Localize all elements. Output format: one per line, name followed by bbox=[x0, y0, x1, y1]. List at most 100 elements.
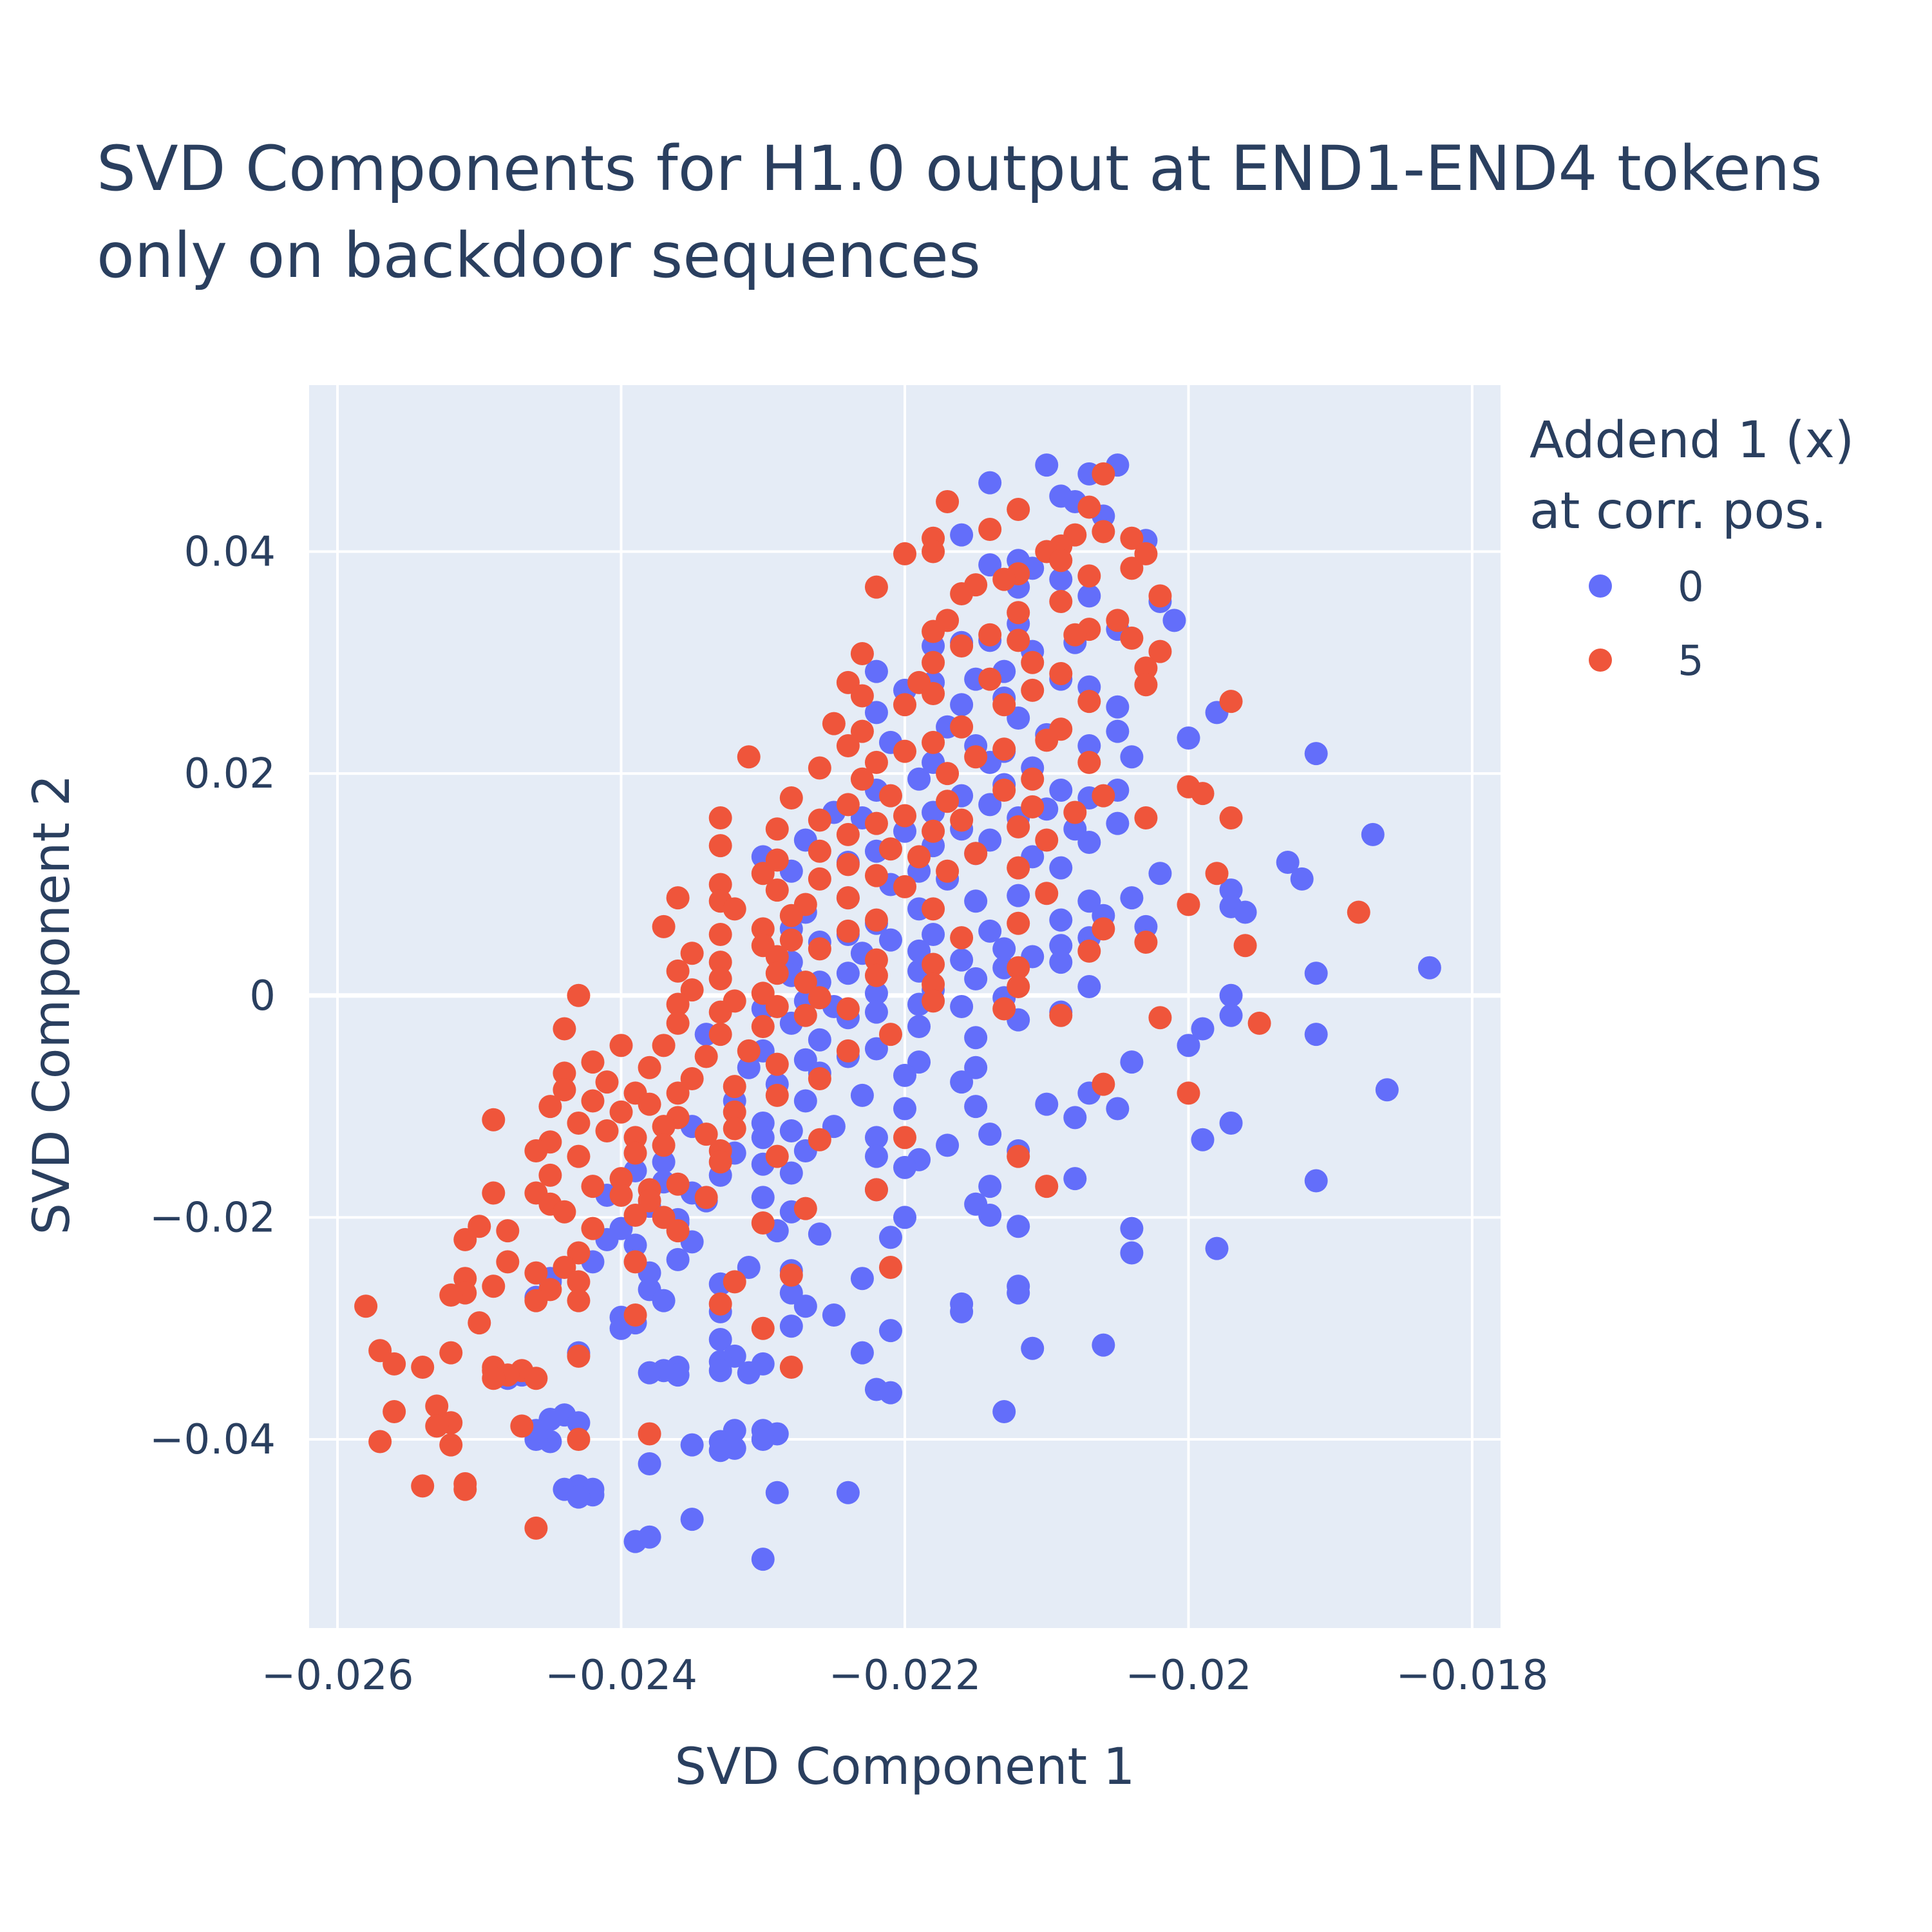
scatter-point-series-1 bbox=[836, 734, 860, 758]
scatter-point-series-0 bbox=[1106, 719, 1130, 743]
scatter-point-series-1 bbox=[765, 878, 789, 902]
scatter-point-series-0 bbox=[878, 928, 902, 952]
scatter-point-series-1 bbox=[836, 793, 860, 817]
scatter-point-series-1 bbox=[708, 1292, 732, 1316]
scatter-point-series-1 bbox=[936, 762, 960, 786]
scatter-point-series-0 bbox=[680, 1433, 704, 1457]
scatter-point-series-0 bbox=[950, 1070, 974, 1094]
scatter-point-series-1 bbox=[439, 1433, 463, 1457]
scatter-point-series-0 bbox=[864, 701, 888, 724]
scatter-point-series-1 bbox=[1063, 623, 1087, 647]
scatter-point-series-1 bbox=[652, 1034, 676, 1057]
scatter-point-series-1 bbox=[1049, 1003, 1073, 1027]
scatter-point-series-1 bbox=[708, 834, 732, 858]
scatter-point-series-0 bbox=[1304, 1023, 1328, 1046]
scatter-point-series-0 bbox=[1077, 889, 1101, 913]
scatter-point-series-0 bbox=[1106, 1097, 1130, 1121]
scatter-point-series-0 bbox=[652, 1289, 676, 1312]
scatter-point-series-1 bbox=[864, 750, 888, 774]
scatter-point-series-1 bbox=[368, 1430, 392, 1454]
scatter-point-series-1 bbox=[581, 1217, 605, 1240]
y-tick-label: 0.04 bbox=[184, 528, 276, 576]
scatter-point-series-1 bbox=[723, 897, 746, 921]
scatter-point-series-1 bbox=[922, 682, 945, 706]
scatter-point-series-1 bbox=[482, 1367, 506, 1390]
scatter-point-series-0 bbox=[1205, 1236, 1229, 1260]
scatter-point-series-1 bbox=[524, 1516, 548, 1540]
scatter-point-series-1 bbox=[1205, 862, 1229, 886]
scatter-point-series-1 bbox=[1007, 601, 1030, 625]
scatter-point-series-0 bbox=[1120, 1050, 1144, 1074]
scatter-point-series-1 bbox=[1007, 911, 1030, 935]
scatter-point-series-1 bbox=[383, 1352, 406, 1376]
scatter-point-series-1 bbox=[1077, 690, 1101, 714]
scatter-point-series-1 bbox=[922, 972, 945, 996]
scatter-point-series-0 bbox=[864, 659, 888, 683]
legend-label-series-1[interactable]: 5 bbox=[1678, 638, 1704, 685]
scatter-point-series-1 bbox=[595, 1119, 619, 1142]
scatter-point-series-1 bbox=[878, 784, 902, 808]
scatter-point-series-1 bbox=[496, 1250, 520, 1274]
scatter-point-series-0 bbox=[1049, 778, 1073, 802]
scatter-point-series-1 bbox=[383, 1399, 406, 1423]
scatter-point-series-0 bbox=[822, 1303, 846, 1327]
scatter-point-series-0 bbox=[1219, 878, 1243, 902]
scatter-point-series-1 bbox=[850, 642, 874, 666]
scatter-point-series-0 bbox=[751, 1548, 775, 1571]
scatter-point-series-1 bbox=[836, 822, 860, 846]
y-tick-label: −0.02 bbox=[149, 1194, 276, 1242]
scatter-point-series-1 bbox=[652, 914, 676, 938]
legend-marker-series-1[interactable] bbox=[1589, 649, 1612, 672]
scatter-point-series-0 bbox=[1290, 867, 1314, 891]
scatter-point-series-1 bbox=[1134, 542, 1158, 565]
scatter-point-series-1 bbox=[638, 1422, 661, 1446]
scatter-point-series-1 bbox=[1247, 1011, 1271, 1035]
scatter-point-series-0 bbox=[779, 1161, 803, 1185]
scatter-point-series-1 bbox=[836, 853, 860, 876]
scatter-point-series-1 bbox=[652, 1115, 676, 1139]
scatter-point-series-0 bbox=[1177, 726, 1200, 750]
scatter-point-series-1 bbox=[751, 1015, 775, 1039]
scatter-point-series-1 bbox=[425, 1414, 449, 1438]
scatter-point-series-1 bbox=[538, 1163, 562, 1187]
scatter-point-series-1 bbox=[1035, 828, 1059, 852]
scatter-point-series-0 bbox=[1092, 1333, 1115, 1357]
scatter-point-series-0 bbox=[878, 1319, 902, 1343]
scatter-point-series-0 bbox=[1219, 1111, 1243, 1135]
scatter-point-series-0 bbox=[907, 1015, 931, 1039]
scatter-point-series-1 bbox=[553, 1061, 576, 1085]
scatter-point-series-1 bbox=[808, 1128, 831, 1151]
scatter-point-series-1 bbox=[1219, 690, 1243, 714]
scatter-point-series-0 bbox=[1077, 734, 1101, 758]
scatter-point-series-1 bbox=[1148, 1006, 1172, 1030]
legend-label-series-0[interactable]: 0 bbox=[1678, 564, 1704, 611]
legend-marker-series-0[interactable] bbox=[1589, 574, 1612, 598]
scatter-point-series-0 bbox=[638, 1361, 661, 1385]
series-1-points bbox=[354, 462, 1370, 1540]
scatter-point-series-1 bbox=[567, 1270, 591, 1294]
scatter-point-series-1 bbox=[482, 1108, 506, 1132]
scatter-point-series-1 bbox=[765, 817, 789, 841]
scatter-point-series-1 bbox=[708, 1150, 732, 1174]
scatter-point-series-1 bbox=[354, 1294, 378, 1318]
scatter-point-series-0 bbox=[978, 471, 1002, 495]
scatter-point-series-0 bbox=[1049, 951, 1073, 974]
scatter-point-series-0 bbox=[950, 948, 974, 972]
scatter-point-series-0 bbox=[1077, 974, 1101, 998]
scatter-point-series-1 bbox=[1148, 584, 1172, 608]
scatter-point-series-1 bbox=[922, 952, 945, 976]
scatter-point-series-0 bbox=[850, 1267, 874, 1291]
scatter-point-series-1 bbox=[666, 1172, 690, 1196]
scatter-point-series-0 bbox=[978, 1203, 1002, 1227]
scatter-point-series-0 bbox=[964, 1056, 988, 1079]
scatter-point-series-0 bbox=[922, 922, 945, 946]
scatter-point-series-1 bbox=[992, 737, 1016, 761]
scatter-point-series-1 bbox=[864, 1178, 888, 1202]
scatter-point-series-1 bbox=[864, 908, 888, 932]
scatter-point-series-1 bbox=[680, 1067, 704, 1091]
scatter-point-series-1 bbox=[765, 945, 789, 969]
scatter-point-series-1 bbox=[1007, 1144, 1030, 1168]
scatter-point-series-0 bbox=[836, 961, 860, 985]
scatter-point-series-1 bbox=[922, 897, 945, 921]
